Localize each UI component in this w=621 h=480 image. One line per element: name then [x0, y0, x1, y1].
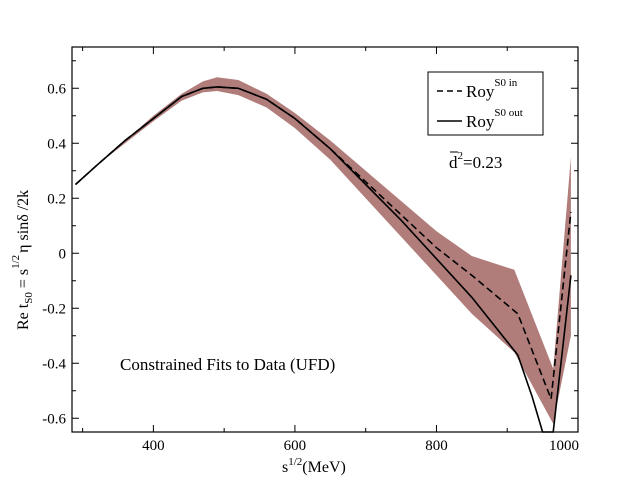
- legend-entry-in-label: Roy: [466, 82, 495, 101]
- d2-text: d2=0.23: [449, 150, 502, 172]
- legend-entry-roy-s0-out: RoyS0 out: [466, 107, 523, 131]
- d2-annotation: d2=0.23: [449, 150, 502, 172]
- x-tick-label: 600: [284, 438, 307, 454]
- legend: RoyS0 in RoyS0 out: [427, 71, 544, 136]
- x-tick-label: 400: [142, 438, 165, 454]
- y-axis-title-eq: = s: [15, 269, 32, 292]
- x-tick-label: 1000: [549, 438, 579, 454]
- d2-sup: 2: [458, 150, 464, 162]
- legend-entry-in-sup: S0 in: [494, 77, 517, 89]
- y-tick-label: -0.6: [42, 411, 66, 427]
- x-axis-title: s1/2(MeV): [282, 456, 346, 476]
- fit-note: Constrained Fits to Data (UFD): [120, 355, 335, 374]
- y-tick-label: 0: [59, 246, 67, 262]
- y-tick-label: -0.2: [42, 301, 66, 317]
- plot-frame: [71, 46, 579, 433]
- y-tick-label: 0.2: [47, 191, 66, 207]
- x-axis-title-sup: 1/2: [288, 456, 302, 468]
- y-axis-title-sup: 1/2: [10, 255, 22, 269]
- uncertainty-band: [75, 77, 571, 424]
- x-axis-ticks: 400 600 800 1000: [82, 47, 579, 454]
- y-axis-title: Re tS0 = s1/2 η sinδ /2k: [10, 190, 35, 330]
- y-axis-title-prefix: Re t: [15, 303, 32, 330]
- x-axis-title-s: s: [282, 459, 288, 476]
- x-tick-label: 800: [425, 438, 448, 454]
- y-axis-ticks: 0.6 0.4 0.2 0 -0.2 -0.4 -0.6: [42, 60, 578, 427]
- series-line-roy-s0-out: [74, 86, 572, 433]
- y-tick-label: 0.6: [47, 81, 66, 97]
- x-axis-title-unit: (MeV): [302, 459, 346, 476]
- y-tick-label: 0.4: [47, 136, 66, 152]
- legend-box: [427, 71, 544, 136]
- y-axis-title-rest: η sinδ /2k: [15, 190, 32, 253]
- legend-entry-out-sup: S0 out: [494, 107, 522, 119]
- y-axis-title-sub: S0: [23, 292, 35, 304]
- y-tick-label: -0.4: [42, 356, 66, 372]
- d2-base: d: [449, 153, 458, 172]
- legend-entry-out-label: Roy: [466, 112, 495, 131]
- d2-value: =0.23: [463, 153, 502, 172]
- legend-entry-roy-s0-in: RoyS0 in: [466, 77, 518, 101]
